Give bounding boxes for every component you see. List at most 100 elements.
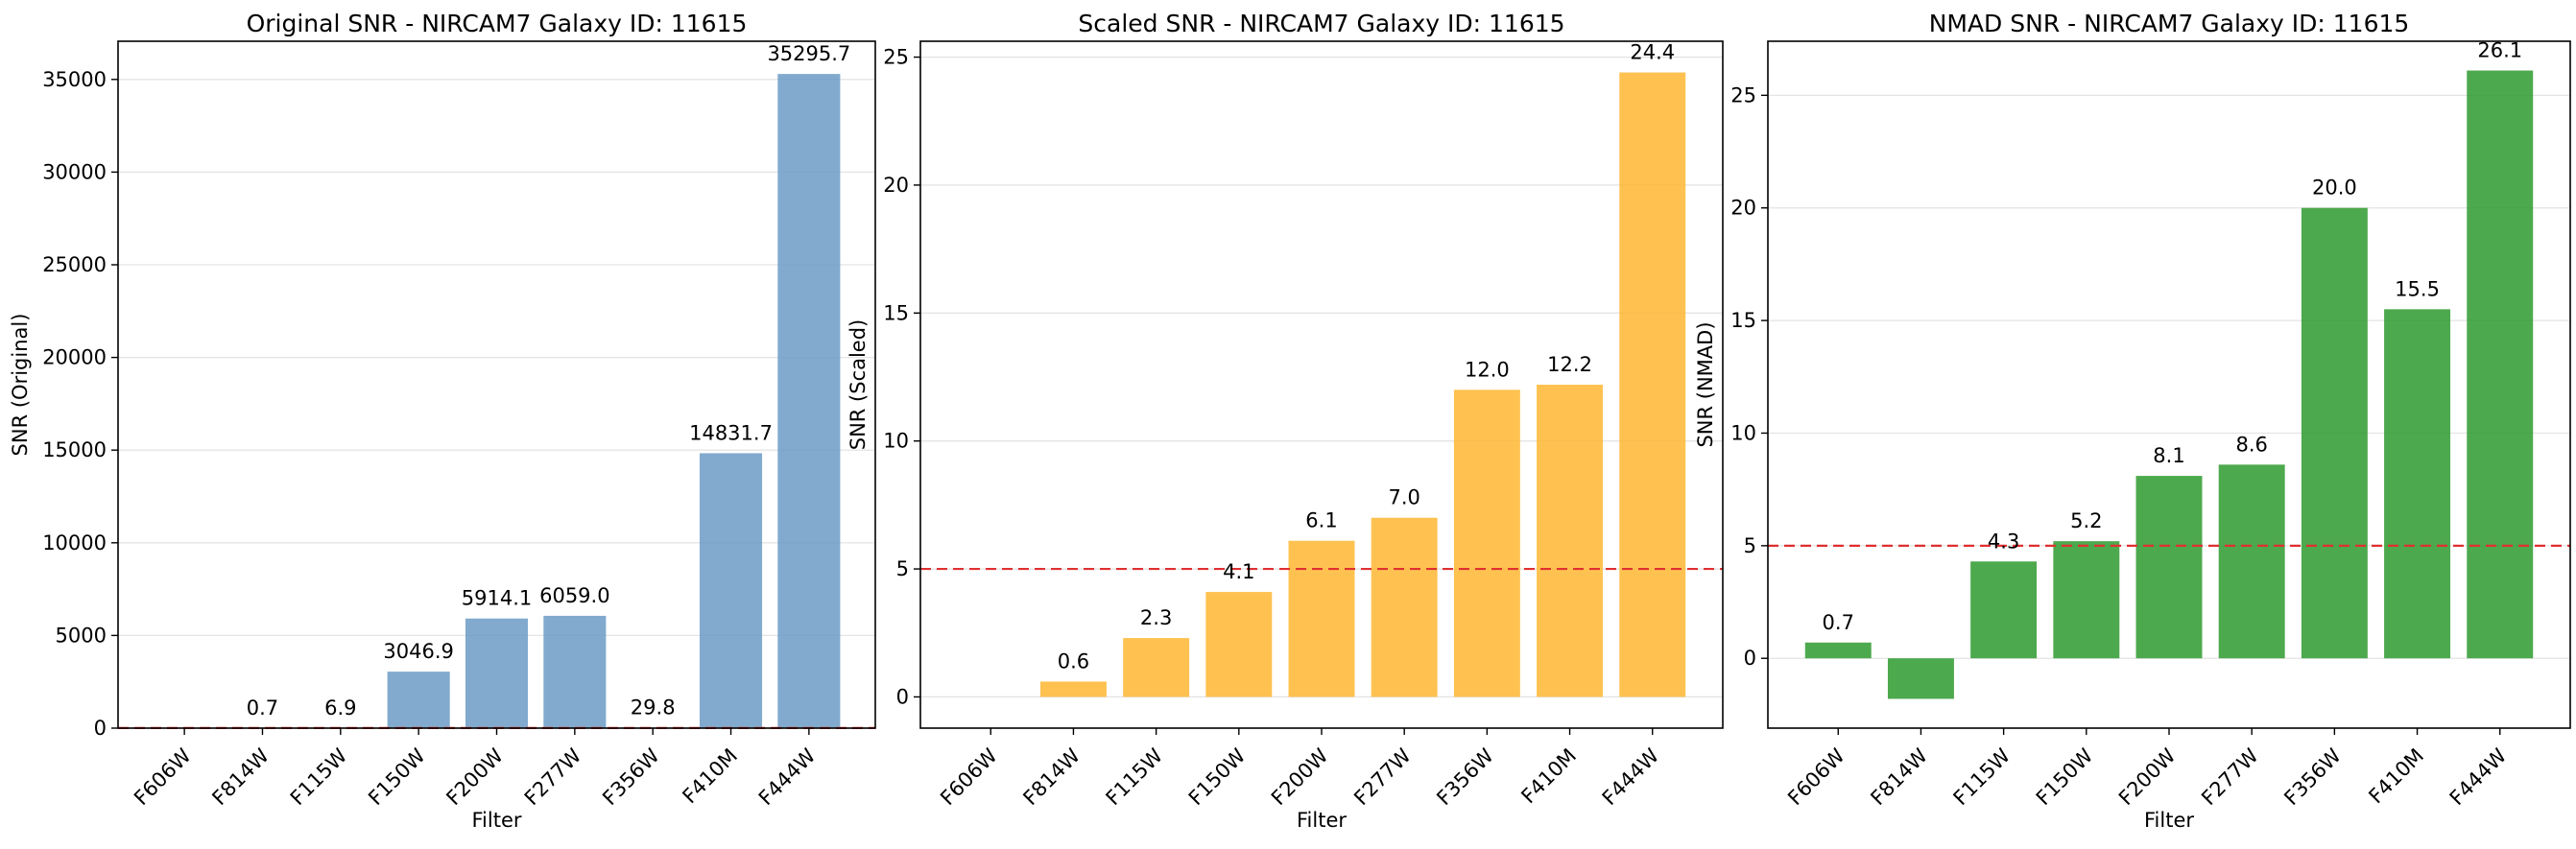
bar-F410M — [1537, 385, 1603, 696]
x-tick-label-F356W: F356W — [1432, 743, 1498, 810]
data-label-F115W: 6.9 — [324, 696, 356, 719]
y-tick-label: 5 — [896, 557, 909, 580]
bar-F444W — [2467, 71, 2533, 659]
data-label-F150W: 4.1 — [1223, 560, 1254, 583]
y-tick-label: 0 — [1744, 647, 1756, 670]
x-tick-label-F606W: F606W — [1783, 743, 1849, 810]
data-label-F200W: 5914.1 — [462, 587, 532, 610]
data-label-F814W: 0.7 — [247, 696, 278, 719]
bar-F150W — [1205, 592, 1272, 696]
y-tick-label: 0 — [94, 717, 107, 740]
bar-F606W — [1805, 643, 1872, 658]
data-label-F115W: 2.3 — [1140, 606, 1172, 629]
x-tick-label-F115W: F115W — [1949, 743, 2015, 810]
data-label-F410M: 14831.7 — [689, 421, 773, 444]
data-label-F277W: 8.6 — [2235, 433, 2267, 456]
x-tick-label-F150W: F150W — [2032, 743, 2098, 810]
data-label-F200W: 8.1 — [2153, 444, 2184, 467]
x-tick-label-F444W: F444W — [2445, 743, 2512, 810]
x-tick-label-F606W: F606W — [936, 743, 1002, 810]
x-tick-label-F115W: F115W — [286, 743, 352, 810]
bar-F277W — [1371, 518, 1438, 697]
x-tick-label-F200W: F200W — [2114, 743, 2181, 810]
bar-F356W — [1454, 389, 1520, 696]
y-tick-label: 10 — [883, 430, 909, 453]
x-tick-label-F150W: F150W — [1184, 743, 1251, 810]
y-tick-label: 15 — [1730, 309, 1756, 332]
x-tick-label-F410M: F410M — [2364, 744, 2428, 809]
data-label-F356W: 20.0 — [2312, 177, 2357, 200]
bar-F150W — [388, 672, 450, 728]
y-axis-label: SNR (Scaled) — [847, 319, 870, 451]
y-tick-label: 25000 — [42, 253, 107, 276]
data-label-F444W: 24.4 — [1630, 41, 1675, 64]
data-label-F356W: 29.8 — [631, 696, 676, 719]
data-label-F410M: 15.5 — [2395, 277, 2440, 300]
x-tick-label-F200W: F200W — [1267, 743, 1333, 810]
data-label-F200W: 6.1 — [1305, 509, 1337, 532]
x-axis-label: Filter — [2144, 809, 2194, 832]
x-tick-label-F356W: F356W — [2279, 743, 2346, 810]
y-tick-label: 30000 — [42, 160, 107, 183]
x-tick-label-F277W: F277W — [520, 743, 586, 810]
bar-F444W — [777, 74, 840, 728]
x-axis-label: Filter — [1297, 809, 1347, 832]
x-tick-label-F200W: F200W — [441, 743, 508, 810]
bar-F115W — [1970, 561, 2037, 658]
bar-F277W — [2219, 464, 2285, 658]
y-tick-label: 25 — [1730, 83, 1756, 106]
y-tick-label: 15000 — [42, 438, 107, 461]
x-tick-label-F606W: F606W — [130, 743, 196, 810]
y-tick-label: 15 — [883, 301, 909, 324]
chart-panel-1: 0.7 6.9 3046.9 5914.1 6059.0 29.8 14831.7 35295… — [9, 10, 875, 832]
chart-panel-3: 0.7 4.3 5.2 8.1 8.6 20.0 15.5 26.1 0 5 10 15 20 25 F60… — [1694, 10, 2570, 832]
y-tick-label: 20 — [883, 174, 909, 197]
y-tick-label: 10 — [1730, 421, 1756, 444]
data-label-F606W: 0.7 — [1823, 611, 1854, 634]
x-tick-label-F444W: F444W — [1598, 743, 1664, 810]
data-label-F277W: 6059.0 — [539, 584, 609, 607]
y-tick-label: 20000 — [42, 346, 107, 369]
y-tick-label: 25 — [883, 46, 909, 69]
x-tick-label-F410M: F410M — [1516, 744, 1581, 809]
y-tick-label: 5 — [1744, 534, 1756, 557]
data-label-F356W: 12.0 — [1465, 358, 1510, 381]
chart-title: Original SNR - NIRCAM7 Galaxy ID: 11615 — [247, 10, 748, 37]
chart-panel-2: 0.6 2.3 4.1 6.1 7.0 12.0 12.2 24.4 0 5 10 15 20 25 F60… — [847, 10, 1723, 832]
data-label-F150W: 5.2 — [2070, 509, 2102, 532]
chart-title: NMAD SNR - NIRCAM7 Galaxy ID: 11615 — [1929, 10, 2410, 37]
data-label-F444W: 35295.7 — [767, 42, 850, 65]
x-tick-label-F150W: F150W — [364, 743, 430, 810]
y-axis-label: SNR (NMAD) — [1694, 321, 1717, 447]
bar-F814W — [1040, 681, 1107, 696]
y-tick-label: 35000 — [42, 68, 107, 91]
bar-F150W — [2053, 541, 2119, 658]
y-tick-label: 0 — [896, 685, 909, 708]
data-label-F444W: 26.1 — [2477, 39, 2522, 62]
data-label-F277W: 7.0 — [1388, 486, 1419, 509]
bar-F115W — [1123, 638, 1189, 696]
x-axis-label: Filter — [471, 809, 521, 832]
x-tick-label-F814W: F814W — [1866, 743, 1932, 810]
x-tick-label-F115W: F115W — [1102, 743, 1168, 810]
data-label-F410M: 12.2 — [1547, 353, 1592, 376]
y-tick-label: 10000 — [42, 531, 107, 554]
y-axis-label: SNR (Original) — [9, 314, 32, 457]
bar-F410M — [700, 453, 762, 728]
x-tick-label-F356W: F356W — [598, 743, 664, 810]
x-tick-label-F814W: F814W — [207, 743, 274, 810]
bar-F356W — [2302, 208, 2368, 659]
bar-F410M — [2384, 309, 2450, 658]
x-tick-label-F410M: F410M — [678, 744, 742, 809]
chart-title: Scaled SNR - NIRCAM7 Galaxy ID: 11615 — [1078, 10, 1564, 37]
data-label-F814W: 0.6 — [1058, 649, 1089, 672]
bar-F444W — [1619, 73, 1685, 697]
bar-F200W — [465, 619, 528, 728]
y-tick-label: 20 — [1730, 197, 1756, 220]
x-tick-label-F277W: F277W — [2197, 743, 2263, 810]
data-label-F150W: 3046.9 — [383, 640, 453, 663]
x-tick-label-F814W: F814W — [1018, 743, 1085, 810]
data-label-F115W: 4.3 — [1988, 530, 2019, 553]
